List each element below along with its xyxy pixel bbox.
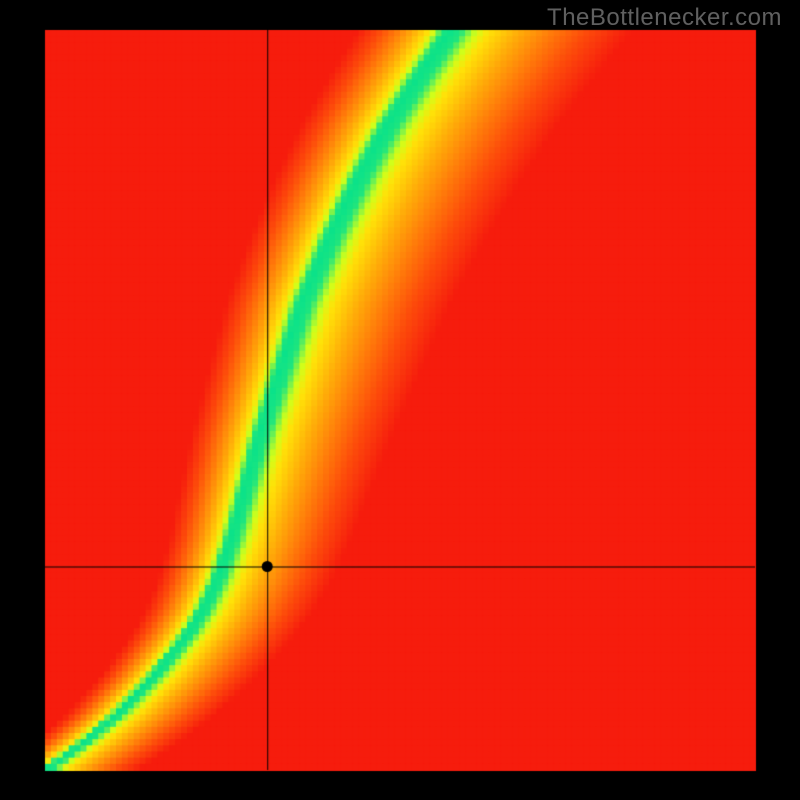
chart-container: TheBottlenecker.com <box>0 0 800 800</box>
watermark-text: TheBottlenecker.com <box>547 4 782 32</box>
heatmap-canvas <box>0 0 800 800</box>
